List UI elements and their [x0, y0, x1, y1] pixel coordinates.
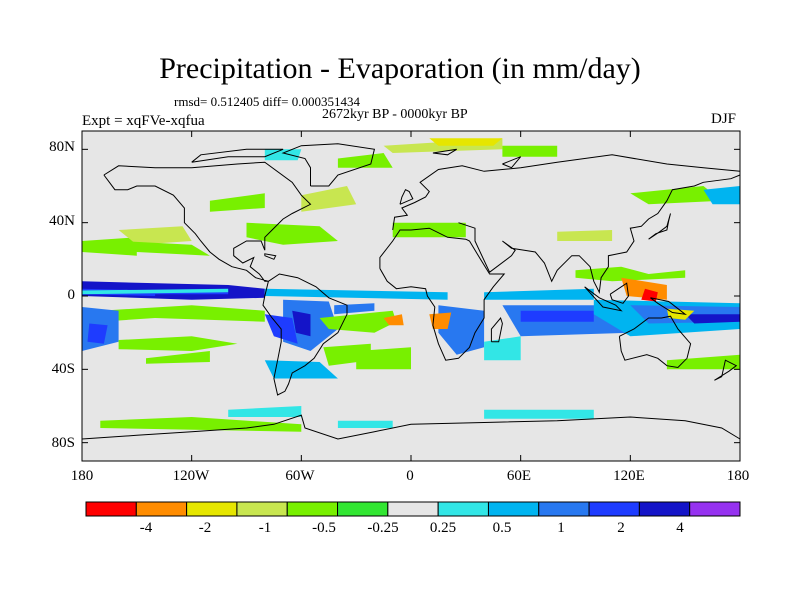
coastline	[432, 148, 457, 156]
contour-region	[301, 186, 357, 212]
contour-region	[118, 336, 238, 351]
contour-region	[292, 310, 311, 337]
colorbar-label: 0.25	[429, 520, 457, 536]
contour-region	[429, 312, 452, 329]
colorbar-label: -4	[139, 520, 153, 536]
colorbar-swatch	[186, 501, 238, 517]
colorbar-swatch	[236, 501, 288, 517]
contour-region	[337, 153, 393, 168]
colorbar-label: -0.5	[312, 520, 336, 536]
coastline	[618, 315, 692, 369]
x-tick-label: 180	[70, 468, 94, 484]
colorbar-swatch	[487, 501, 540, 517]
contour-region	[146, 351, 210, 364]
contour-region	[356, 347, 411, 370]
coastline	[379, 227, 506, 361]
colorbar-label: -1	[258, 520, 272, 536]
colorbar-swatch	[135, 501, 188, 517]
colorbar-label: 1	[557, 520, 565, 536]
colorbar-label: -0.25	[367, 520, 399, 536]
stats-label: rmsd= 0.512405 diff= 0.000351434	[174, 94, 360, 109]
colorbar-swatch	[85, 501, 137, 517]
contour-region	[484, 288, 594, 300]
coastline	[609, 282, 630, 304]
colorbar-swatch	[387, 501, 439, 517]
coastline	[502, 156, 522, 169]
contour-region	[100, 417, 302, 432]
coastline	[714, 359, 738, 381]
x-tick-label: 180	[726, 468, 750, 484]
x-tick-label: 120E	[613, 468, 645, 484]
plot-title: Precipitation - Evaporation (in mm/day)	[159, 52, 641, 85]
coastline	[264, 253, 277, 260]
coastline	[103, 161, 312, 282]
contour-region	[575, 266, 686, 282]
contour-region	[264, 288, 448, 300]
contour-region	[429, 138, 503, 146]
experiment-label: Expt = xqFVe-xqfua	[82, 113, 205, 129]
colorbar-swatch	[538, 501, 590, 517]
y-tick-label: 40N	[49, 213, 75, 229]
x-tick-label: 60E	[506, 468, 532, 484]
season-label: DJF	[711, 111, 737, 127]
colorbar-swatch	[437, 501, 489, 517]
colorbar-swatch	[286, 501, 339, 517]
coastline	[458, 174, 741, 295]
colorbar-swatch	[337, 501, 389, 517]
contour-region	[209, 193, 265, 212]
contour-region	[666, 354, 740, 370]
contour-region	[118, 226, 192, 245]
contour-region	[685, 314, 740, 324]
coastline	[191, 148, 284, 163]
contour-region	[87, 323, 108, 344]
colorbar-label: 4	[676, 520, 684, 536]
coastline	[650, 297, 687, 316]
x-tick-label: 120W	[172, 468, 210, 484]
contour-region	[337, 420, 393, 428]
contour-region	[334, 303, 375, 315]
colorbar-swatch	[689, 501, 741, 517]
contour-region	[118, 241, 210, 256]
y-tick-label: 80N	[49, 139, 75, 155]
coastline	[490, 316, 503, 343]
contour-region	[246, 222, 338, 245]
colorbar-swatch	[588, 501, 640, 517]
coastline	[281, 143, 376, 187]
contour-region	[520, 310, 594, 322]
x-tick-label: 0	[406, 468, 414, 484]
contour-region	[228, 406, 302, 417]
colorbar-label: 0.5	[492, 520, 512, 536]
contour-region	[264, 149, 302, 161]
y-tick-label: 0	[67, 287, 76, 303]
colorbar-label: -2	[198, 520, 212, 536]
contour-region	[630, 186, 722, 205]
contour-region	[666, 308, 695, 320]
coastline	[648, 213, 671, 240]
contour-region	[502, 145, 558, 157]
contour-region	[319, 310, 397, 333]
contour-region	[383, 314, 404, 326]
y-tick-label: 80S	[51, 435, 75, 451]
period-label: 2672kyr BP - 0000kyr BP	[322, 107, 468, 122]
contour-region	[484, 409, 594, 419]
colorbar-label: 2	[617, 520, 625, 536]
x-tick-label: 60W	[285, 468, 315, 484]
coastline	[399, 189, 414, 205]
y-tick-label: 40S	[51, 361, 75, 377]
contour-region	[392, 222, 466, 238]
contour-region	[703, 186, 740, 205]
contour-region	[557, 230, 613, 241]
contour-region	[264, 360, 338, 379]
contour-region	[100, 305, 265, 322]
coastline	[262, 273, 348, 396]
contour-region	[82, 288, 229, 295]
coastline	[584, 286, 623, 312]
coastline	[392, 154, 741, 231]
colorbar-swatch	[638, 501, 691, 517]
coastline	[81, 414, 741, 440]
